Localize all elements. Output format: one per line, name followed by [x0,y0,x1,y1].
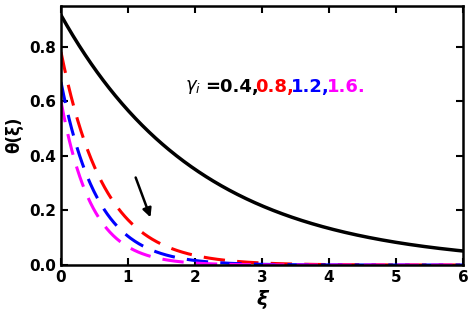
Text: $\gamma_i$: $\gamma_i$ [185,78,201,96]
X-axis label: ξ: ξ [256,290,268,309]
Text: 0.8,: 0.8, [255,78,294,96]
Text: 1.2,: 1.2, [291,78,329,96]
Text: =0.4,: =0.4, [205,78,259,96]
Y-axis label: θ(ξ): θ(ξ) [6,117,24,153]
Text: 1.6.: 1.6. [327,78,366,96]
